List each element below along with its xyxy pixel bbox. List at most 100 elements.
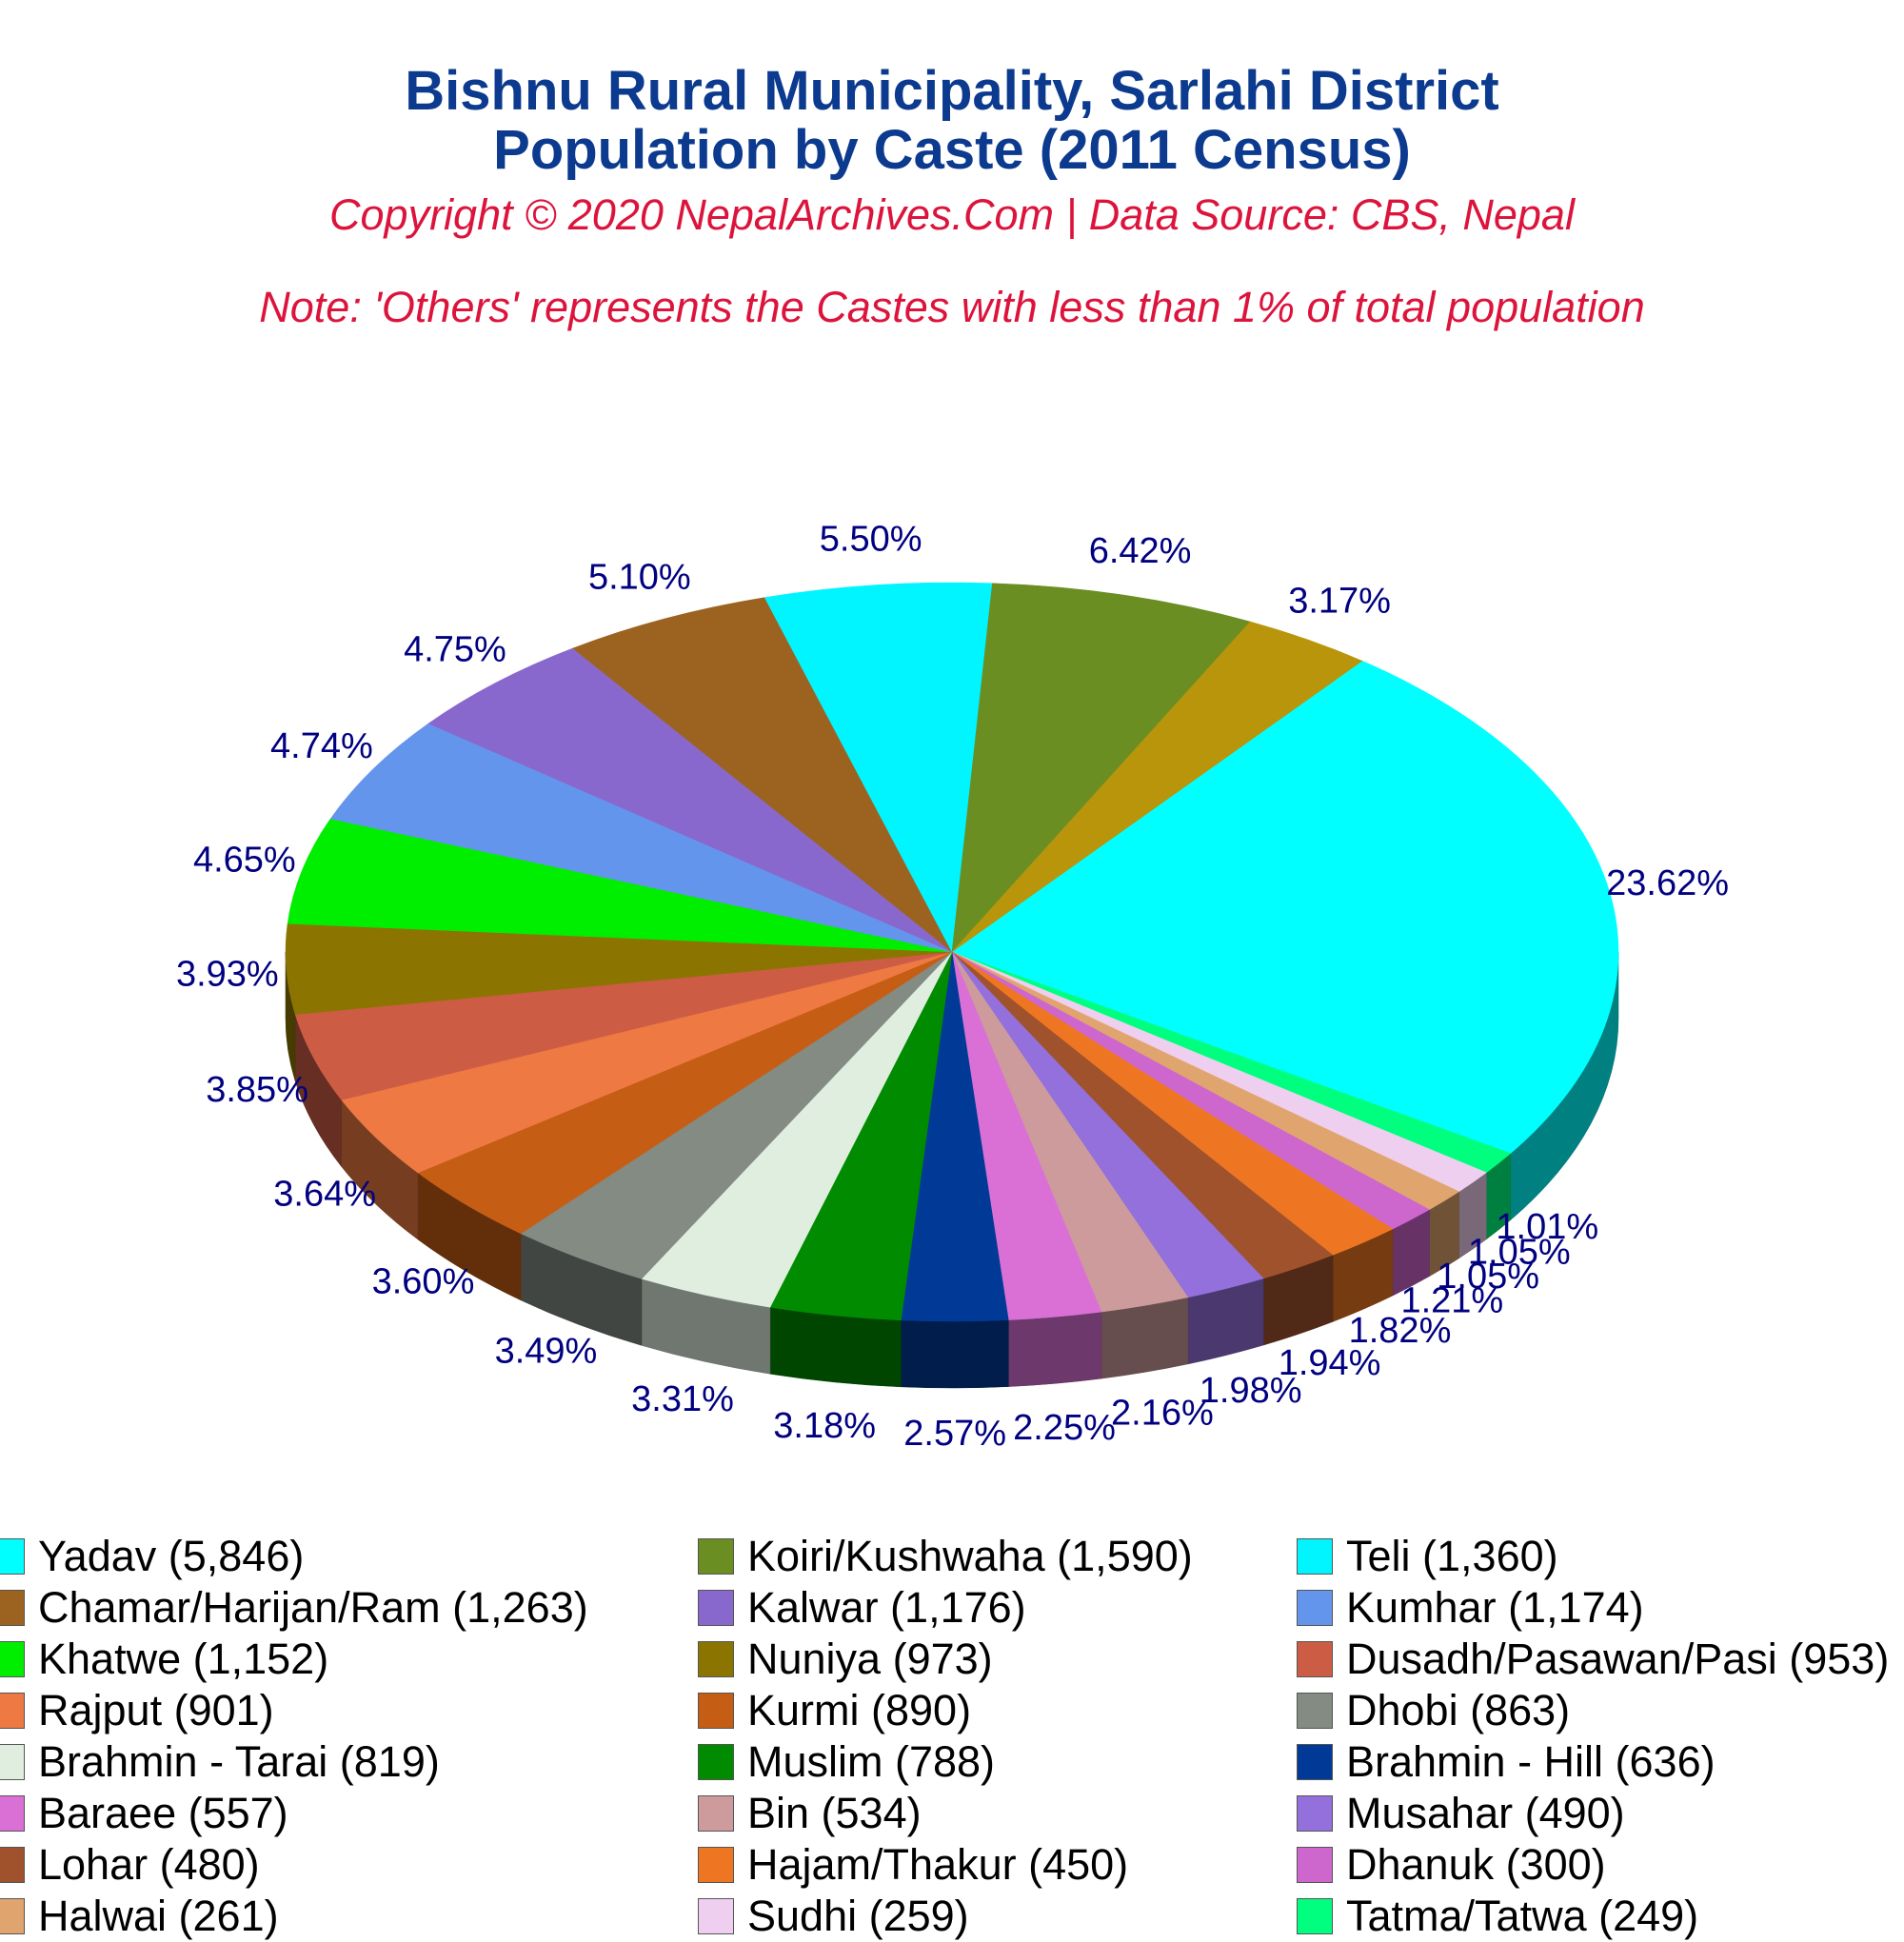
legend-label: Kalwar (1,176) xyxy=(747,1583,1026,1632)
legend-item: Halwai (261) xyxy=(0,1891,279,1942)
copyright-subtitle: Copyright © 2020 NepalArchives.Com | Dat… xyxy=(329,190,1575,239)
legend-swatch xyxy=(1297,1744,1333,1780)
legend-item: Khatwe (1,152) xyxy=(0,1634,328,1685)
pie-label-23: 6.42% xyxy=(1089,531,1192,571)
legend-label: Dhobi (863) xyxy=(1346,1686,1571,1734)
legend-swatch xyxy=(698,1538,734,1575)
pie-label-17: 3.93% xyxy=(176,955,279,995)
legend-label: Brahmin - Tarai (819) xyxy=(38,1737,440,1786)
legend-label: Chamar/Harijan/Ram (1,263) xyxy=(38,1583,588,1632)
legend-swatch xyxy=(0,1795,25,1832)
legend-item: Chamar/Harijan/Ram (1,263) xyxy=(0,1582,588,1634)
legend-item: Kalwar (1,176) xyxy=(698,1582,1026,1634)
legend-label: Yadav (5,846) xyxy=(38,1532,305,1580)
legend-label: Teli (1,360) xyxy=(1346,1532,1558,1580)
legend-swatch xyxy=(1297,1590,1333,1626)
legend-item: Muslim (788) xyxy=(698,1736,995,1788)
legend-item: Bin (534) xyxy=(698,1788,922,1839)
legend-swatch xyxy=(1297,1538,1333,1575)
pie-label-3: 1.05% xyxy=(1437,1257,1539,1297)
legend-item: Kumhar (1,174) xyxy=(1297,1582,1644,1634)
pie-label-20: 4.75% xyxy=(404,629,506,669)
pie-label-8: 2.16% xyxy=(1111,1393,1214,1433)
legend-swatch xyxy=(0,1847,25,1883)
pie-side-walls xyxy=(285,951,1619,1389)
pie-label-2: 1.05% xyxy=(1468,1232,1571,1272)
legend-item: Rajput (901) xyxy=(0,1685,274,1736)
legend-swatch xyxy=(698,1641,734,1677)
legend-item: Hajam/Thakur (450) xyxy=(698,1839,1128,1891)
legend-label: Bin (534) xyxy=(747,1789,922,1837)
legend-item: Baraee (557) xyxy=(0,1788,288,1839)
legend-swatch xyxy=(698,1744,734,1780)
pie-slice-19[interactable] xyxy=(329,723,953,953)
pie-label-18: 4.65% xyxy=(193,841,296,881)
legend-item: Brahmin - Tarai (819) xyxy=(0,1736,440,1788)
legend-item: Tatma/Tatwa (249) xyxy=(1297,1891,1698,1942)
legend-item: Musahar (490) xyxy=(1297,1788,1625,1839)
legend-swatch xyxy=(698,1693,734,1729)
legend-item: Yadav (5,846) xyxy=(0,1531,304,1582)
legend-swatch xyxy=(0,1538,25,1575)
legend-item: Koiri/Kushwaha (1,590) xyxy=(698,1531,1193,1582)
legend-swatch xyxy=(698,1590,734,1626)
legend-item: Nuniya (973) xyxy=(698,1634,993,1685)
pie-side-9 xyxy=(1008,1311,1102,1387)
chart-title-line-2: Population by Caste (2011 Census) xyxy=(493,119,1411,181)
pie-slice-23[interactable] xyxy=(951,583,1251,953)
pie-label-11: 3.18% xyxy=(773,1406,876,1446)
legend-swatch xyxy=(1297,1641,1333,1677)
pie-label-1: 1.01% xyxy=(1496,1207,1598,1247)
others-note: Note: 'Others' represents the Castes wit… xyxy=(259,283,1645,331)
legend-swatch xyxy=(0,1590,25,1626)
legend-label: Nuniya (973) xyxy=(747,1635,993,1683)
legend-item: Teli (1,360) xyxy=(1297,1531,1558,1582)
legend-item: Lohar (480) xyxy=(0,1839,260,1891)
legend-swatch xyxy=(1297,1847,1333,1883)
legend-label: Brahmin - Hill (636) xyxy=(1346,1737,1716,1786)
pie-label-12: 3.31% xyxy=(631,1379,734,1419)
legend-swatch xyxy=(0,1744,25,1780)
pie-slice-18[interactable] xyxy=(287,818,953,953)
legend-label: Sudhi (259) xyxy=(747,1892,969,1940)
legend-item: Dhobi (863) xyxy=(1297,1685,1570,1736)
pie-slice-22[interactable] xyxy=(764,582,993,953)
legend-swatch xyxy=(0,1641,25,1677)
legend-swatch xyxy=(698,1847,734,1883)
legend-label: Dusadh/Pasawan/Pasi (953) xyxy=(1346,1635,1890,1683)
legend-label: Kumhar (1,174) xyxy=(1346,1583,1644,1632)
legend-label: Lohar (480) xyxy=(38,1840,260,1889)
pie-slice-24[interactable] xyxy=(951,621,1363,953)
pie-label-0: 23.62% xyxy=(1606,863,1729,903)
legend-label: Musahar (490) xyxy=(1346,1789,1625,1837)
legend-swatch xyxy=(1297,1693,1333,1729)
pie-label-22: 5.50% xyxy=(820,520,922,560)
legend-item: Sudhi (259) xyxy=(698,1891,969,1942)
legend-swatch xyxy=(0,1693,25,1729)
legend-label: Kurmi (890) xyxy=(747,1686,972,1734)
pie-label-9: 2.25% xyxy=(1013,1408,1116,1448)
pie-slice-21[interactable] xyxy=(572,597,953,953)
legend-swatch xyxy=(1297,1795,1333,1832)
pie-label-6: 1.94% xyxy=(1279,1343,1381,1383)
pie-label-5: 1.82% xyxy=(1349,1311,1452,1351)
legend-item: Dhanuk (300) xyxy=(1297,1839,1606,1891)
legend-label: Rajput (901) xyxy=(38,1686,274,1734)
pie-label-10: 2.57% xyxy=(903,1414,1006,1454)
pie-label-14: 3.60% xyxy=(372,1261,475,1301)
pie-label-24: 3.17% xyxy=(1288,581,1391,621)
legend-label: Khatwe (1,152) xyxy=(38,1635,329,1683)
legend-label: Muslim (788) xyxy=(747,1737,996,1786)
pie-label-21: 5.10% xyxy=(588,558,691,598)
legend-label: Tatma/Tatwa (249) xyxy=(1346,1892,1699,1940)
legend-label: Hajam/Thakur (450) xyxy=(747,1840,1129,1889)
legend-item: Brahmin - Hill (636) xyxy=(1297,1736,1716,1788)
legend-label: Baraee (557) xyxy=(38,1789,288,1837)
pie-slice-0[interactable] xyxy=(951,660,1619,1154)
pie-label-4: 1.21% xyxy=(1400,1281,1503,1321)
chart-title: Bishnu Rural Municipality, Sarlahi Distr… xyxy=(405,60,1499,122)
pie-slice-20[interactable] xyxy=(427,647,953,953)
legend-label: Koiri/Kushwaha (1,590) xyxy=(747,1532,1193,1580)
pie-label-15: 3.64% xyxy=(273,1174,376,1214)
